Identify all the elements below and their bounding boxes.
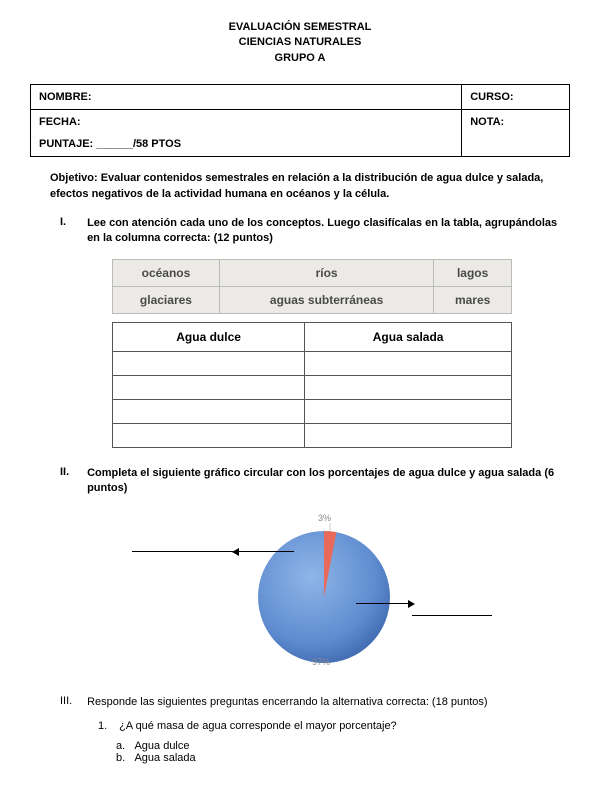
section-3: III. Responde las siguientes preguntas e… bbox=[60, 695, 564, 764]
blank-line-left bbox=[132, 551, 232, 552]
nota-cell: NOTA: bbox=[462, 110, 570, 157]
classify-cell bbox=[113, 375, 305, 399]
header-line2: CIENCIAS NATURALES bbox=[30, 35, 570, 50]
pie-chart-svg bbox=[252, 519, 396, 663]
classify-cell bbox=[305, 351, 512, 375]
arrow-right-line bbox=[356, 603, 412, 604]
q1-num: 1. bbox=[98, 720, 116, 732]
concept-cell: glaciares bbox=[113, 286, 220, 313]
question-1: 1. ¿A qué masa de agua corresponde el ma… bbox=[98, 720, 564, 764]
concept-cell: aguas subterráneas bbox=[219, 286, 433, 313]
concept-cell: lagos bbox=[434, 259, 512, 286]
classify-cell bbox=[305, 423, 512, 447]
concept-cell: océanos bbox=[113, 259, 220, 286]
section3-num: III. bbox=[60, 695, 84, 707]
header-line3: GRUPO A bbox=[30, 51, 570, 66]
opt-a-text: Agua dulce bbox=[134, 740, 189, 752]
concepts-table: océanos ríos lagos glaciares aguas subte… bbox=[112, 259, 512, 314]
section1-text: Lee con atención cada uno de los concept… bbox=[87, 216, 561, 247]
classify-cell bbox=[305, 375, 512, 399]
fecha-cell: FECHA: bbox=[39, 116, 453, 128]
classify-cell bbox=[113, 351, 305, 375]
pie-large-pct-label: 97% bbox=[312, 657, 330, 667]
concept-cell: ríos bbox=[219, 259, 433, 286]
nombre-cell: NOMBRE: bbox=[31, 85, 462, 110]
blank-line-right bbox=[412, 615, 492, 616]
arrow-left-line bbox=[232, 551, 294, 552]
section3-text: Responde las siguientes preguntas encerr… bbox=[87, 695, 561, 710]
puntaje-cell: PUNTAJE: ______/58 PTOS bbox=[39, 138, 453, 150]
classify-cell bbox=[305, 399, 512, 423]
section-2: II. Completa el siguiente gráfico circul… bbox=[60, 466, 564, 677]
document-header: EVALUACIÓN SEMESTRAL CIENCIAS NATURALES … bbox=[30, 20, 570, 66]
arrow-right-icon bbox=[408, 600, 415, 608]
section-1: I. Lee con atención cada uno de los conc… bbox=[60, 216, 564, 448]
pie-chart-area: 3% 97% bbox=[132, 507, 492, 677]
concept-cell: mares bbox=[434, 286, 512, 313]
classify-header: Agua salada bbox=[305, 322, 512, 351]
classify-cell bbox=[113, 423, 305, 447]
objective-text: Objetivo: Evaluar contenidos semestrales… bbox=[50, 171, 564, 202]
section2-text: Completa el siguiente gráfico circular c… bbox=[87, 466, 561, 497]
curso-cell: CURSO: bbox=[462, 85, 570, 110]
classify-table: Agua dulce Agua salada bbox=[112, 322, 512, 448]
opt-a-label: a. bbox=[116, 740, 132, 752]
header-line1: EVALUACIÓN SEMESTRAL bbox=[30, 20, 570, 35]
opt-b-label: b. bbox=[116, 752, 132, 764]
opt-b-text: Agua salada bbox=[134, 752, 195, 764]
q1-options: a. Agua dulce b. Agua salada bbox=[116, 740, 564, 764]
section1-num: I. bbox=[60, 216, 84, 228]
info-table: NOMBRE: CURSO: FECHA: PUNTAJE: ______/58… bbox=[30, 84, 570, 157]
classify-header: Agua dulce bbox=[113, 322, 305, 351]
classify-cell bbox=[113, 399, 305, 423]
section2-num: II. bbox=[60, 466, 84, 478]
q1-text: ¿A qué masa de agua corresponde el mayor… bbox=[119, 720, 397, 732]
arrow-left-icon bbox=[232, 548, 239, 556]
